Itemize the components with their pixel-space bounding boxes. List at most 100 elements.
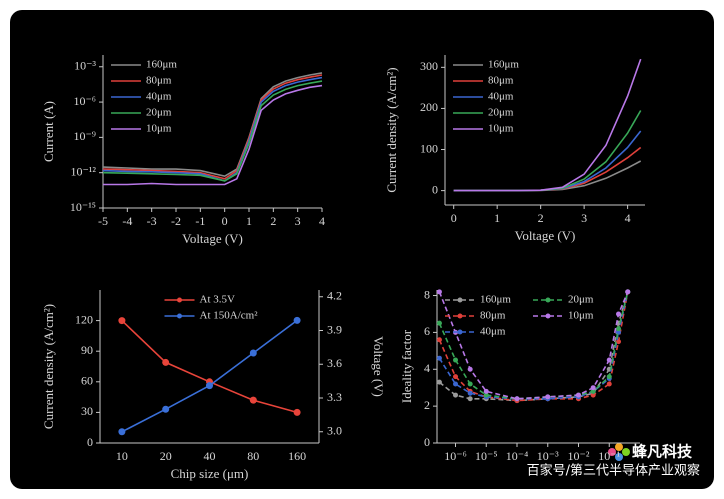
x-tick-label: -5 bbox=[98, 214, 108, 228]
data-point bbox=[616, 329, 622, 335]
series-line bbox=[121, 319, 298, 433]
data-point bbox=[453, 357, 459, 363]
x-tick-label: -4 bbox=[122, 214, 132, 228]
x-tick-label: -2 bbox=[171, 214, 181, 228]
x-tick-label: 10⁻⁶ bbox=[444, 449, 467, 463]
series-line bbox=[438, 291, 629, 400]
data-point bbox=[293, 316, 301, 324]
data-point bbox=[467, 381, 473, 387]
legend-label: 80μm bbox=[488, 75, 514, 87]
y2-axis-title: Voltage (V) bbox=[371, 336, 386, 397]
y-tick-label: 2 bbox=[424, 398, 430, 412]
data-point bbox=[453, 374, 459, 380]
series-line bbox=[438, 291, 629, 402]
series-line bbox=[103, 84, 323, 186]
x-axis-title: Voltage (V) bbox=[182, 231, 243, 246]
data-point bbox=[436, 320, 442, 326]
y-tick-label: 200 bbox=[420, 100, 438, 114]
y-axis-title: Current (A) bbox=[41, 101, 56, 162]
legend-marker bbox=[177, 313, 182, 319]
y-tick-label: 10⁻¹⁵ bbox=[70, 200, 96, 214]
y-tick-label: 0 bbox=[432, 182, 438, 196]
data-point bbox=[467, 366, 473, 372]
y-tick-label: 100 bbox=[420, 141, 438, 155]
data-point bbox=[590, 385, 596, 391]
legend-label: 20μm bbox=[568, 294, 594, 306]
data-point bbox=[606, 374, 612, 380]
y2-tick-label: 3.3 bbox=[327, 390, 342, 404]
x-tick-label: 0 bbox=[222, 214, 228, 228]
y-axis-title: Current density (A/cm²) bbox=[41, 304, 56, 429]
data-point bbox=[483, 388, 489, 394]
x-tick-label: 1 bbox=[246, 214, 252, 228]
x-tick-label: 3 bbox=[295, 214, 301, 228]
y-tick-label: 10⁻³ bbox=[74, 59, 96, 73]
y2-tick-label: 4.2 bbox=[327, 289, 342, 303]
y-tick-label: 10⁻⁶ bbox=[73, 94, 96, 108]
legend-marker bbox=[457, 329, 463, 335]
legend-marker bbox=[545, 313, 551, 319]
data-point bbox=[436, 337, 442, 343]
y-tick-label: 6 bbox=[424, 324, 430, 338]
data-point bbox=[606, 381, 612, 387]
series-line bbox=[121, 320, 298, 414]
logo bbox=[608, 443, 630, 461]
data-point bbox=[616, 326, 622, 332]
y-tick-label: 60 bbox=[81, 374, 93, 388]
legend-label: At 3.5V bbox=[200, 294, 236, 306]
x-tick-label: 4 bbox=[625, 211, 631, 225]
legend-label: 40μm bbox=[488, 91, 514, 103]
figure-background bbox=[10, 10, 714, 489]
x-tick-label: 40 bbox=[204, 449, 216, 463]
y-axis-title: Ideality factor bbox=[399, 329, 414, 403]
legend-label: 20μm bbox=[488, 107, 514, 119]
legend-label: 160μm bbox=[480, 294, 511, 306]
legend-label: 10μm bbox=[146, 123, 172, 135]
x-tick-label: 1 bbox=[494, 211, 500, 225]
x-tick-label: 10⁻² bbox=[568, 449, 590, 463]
data-point bbox=[118, 428, 126, 436]
x-tick-label: 10⁻⁵ bbox=[475, 449, 498, 463]
y-tick-label: 0 bbox=[87, 435, 93, 449]
series-line bbox=[453, 110, 642, 192]
watermark-caption: 百家号/第三代半导体产业观察 bbox=[527, 463, 700, 479]
series-line bbox=[438, 291, 629, 400]
data-point bbox=[436, 289, 442, 295]
y-tick-label: 8 bbox=[424, 287, 430, 301]
data-point bbox=[467, 396, 473, 402]
legend-label: At 150A/cm² bbox=[200, 310, 259, 322]
data-point bbox=[606, 357, 612, 363]
y-tick-label: 4 bbox=[424, 361, 430, 375]
data-point bbox=[467, 390, 473, 396]
data-point bbox=[590, 392, 596, 398]
series-line bbox=[453, 130, 642, 192]
series-line bbox=[438, 291, 629, 400]
y-tick-label: 120 bbox=[75, 312, 93, 326]
data-point bbox=[625, 289, 631, 295]
data-point bbox=[483, 392, 489, 398]
x-tick-label: 2 bbox=[538, 211, 544, 225]
y-tick-label: 300 bbox=[420, 59, 438, 73]
series-line bbox=[102, 74, 323, 180]
legend-label: 80μm bbox=[146, 75, 172, 87]
x-tick-label: 0 bbox=[451, 211, 457, 225]
legend-marker bbox=[545, 297, 551, 303]
legend-label: 160μm bbox=[488, 59, 519, 71]
x-tick-label: 20 bbox=[160, 449, 172, 463]
x-axis-title: Chip size (μm) bbox=[171, 466, 249, 481]
x-tick-label: 10⁻⁴ bbox=[506, 449, 529, 463]
x-tick-label: -3 bbox=[147, 214, 157, 228]
x-tick-label: 80 bbox=[247, 449, 259, 463]
legend-label: 40μm bbox=[480, 326, 506, 338]
x-axis-title: Voltage (V) bbox=[515, 228, 576, 243]
data-point bbox=[590, 388, 596, 394]
x-tick-label: 2 bbox=[270, 214, 276, 228]
data-point bbox=[453, 392, 459, 398]
x-tick-label: 10⁻¹ bbox=[598, 449, 620, 463]
data-point bbox=[616, 311, 622, 317]
y2-tick-label: 3.6 bbox=[327, 356, 342, 370]
y-tick-label: 30 bbox=[81, 404, 93, 418]
legend-label: 160μm bbox=[146, 59, 177, 71]
